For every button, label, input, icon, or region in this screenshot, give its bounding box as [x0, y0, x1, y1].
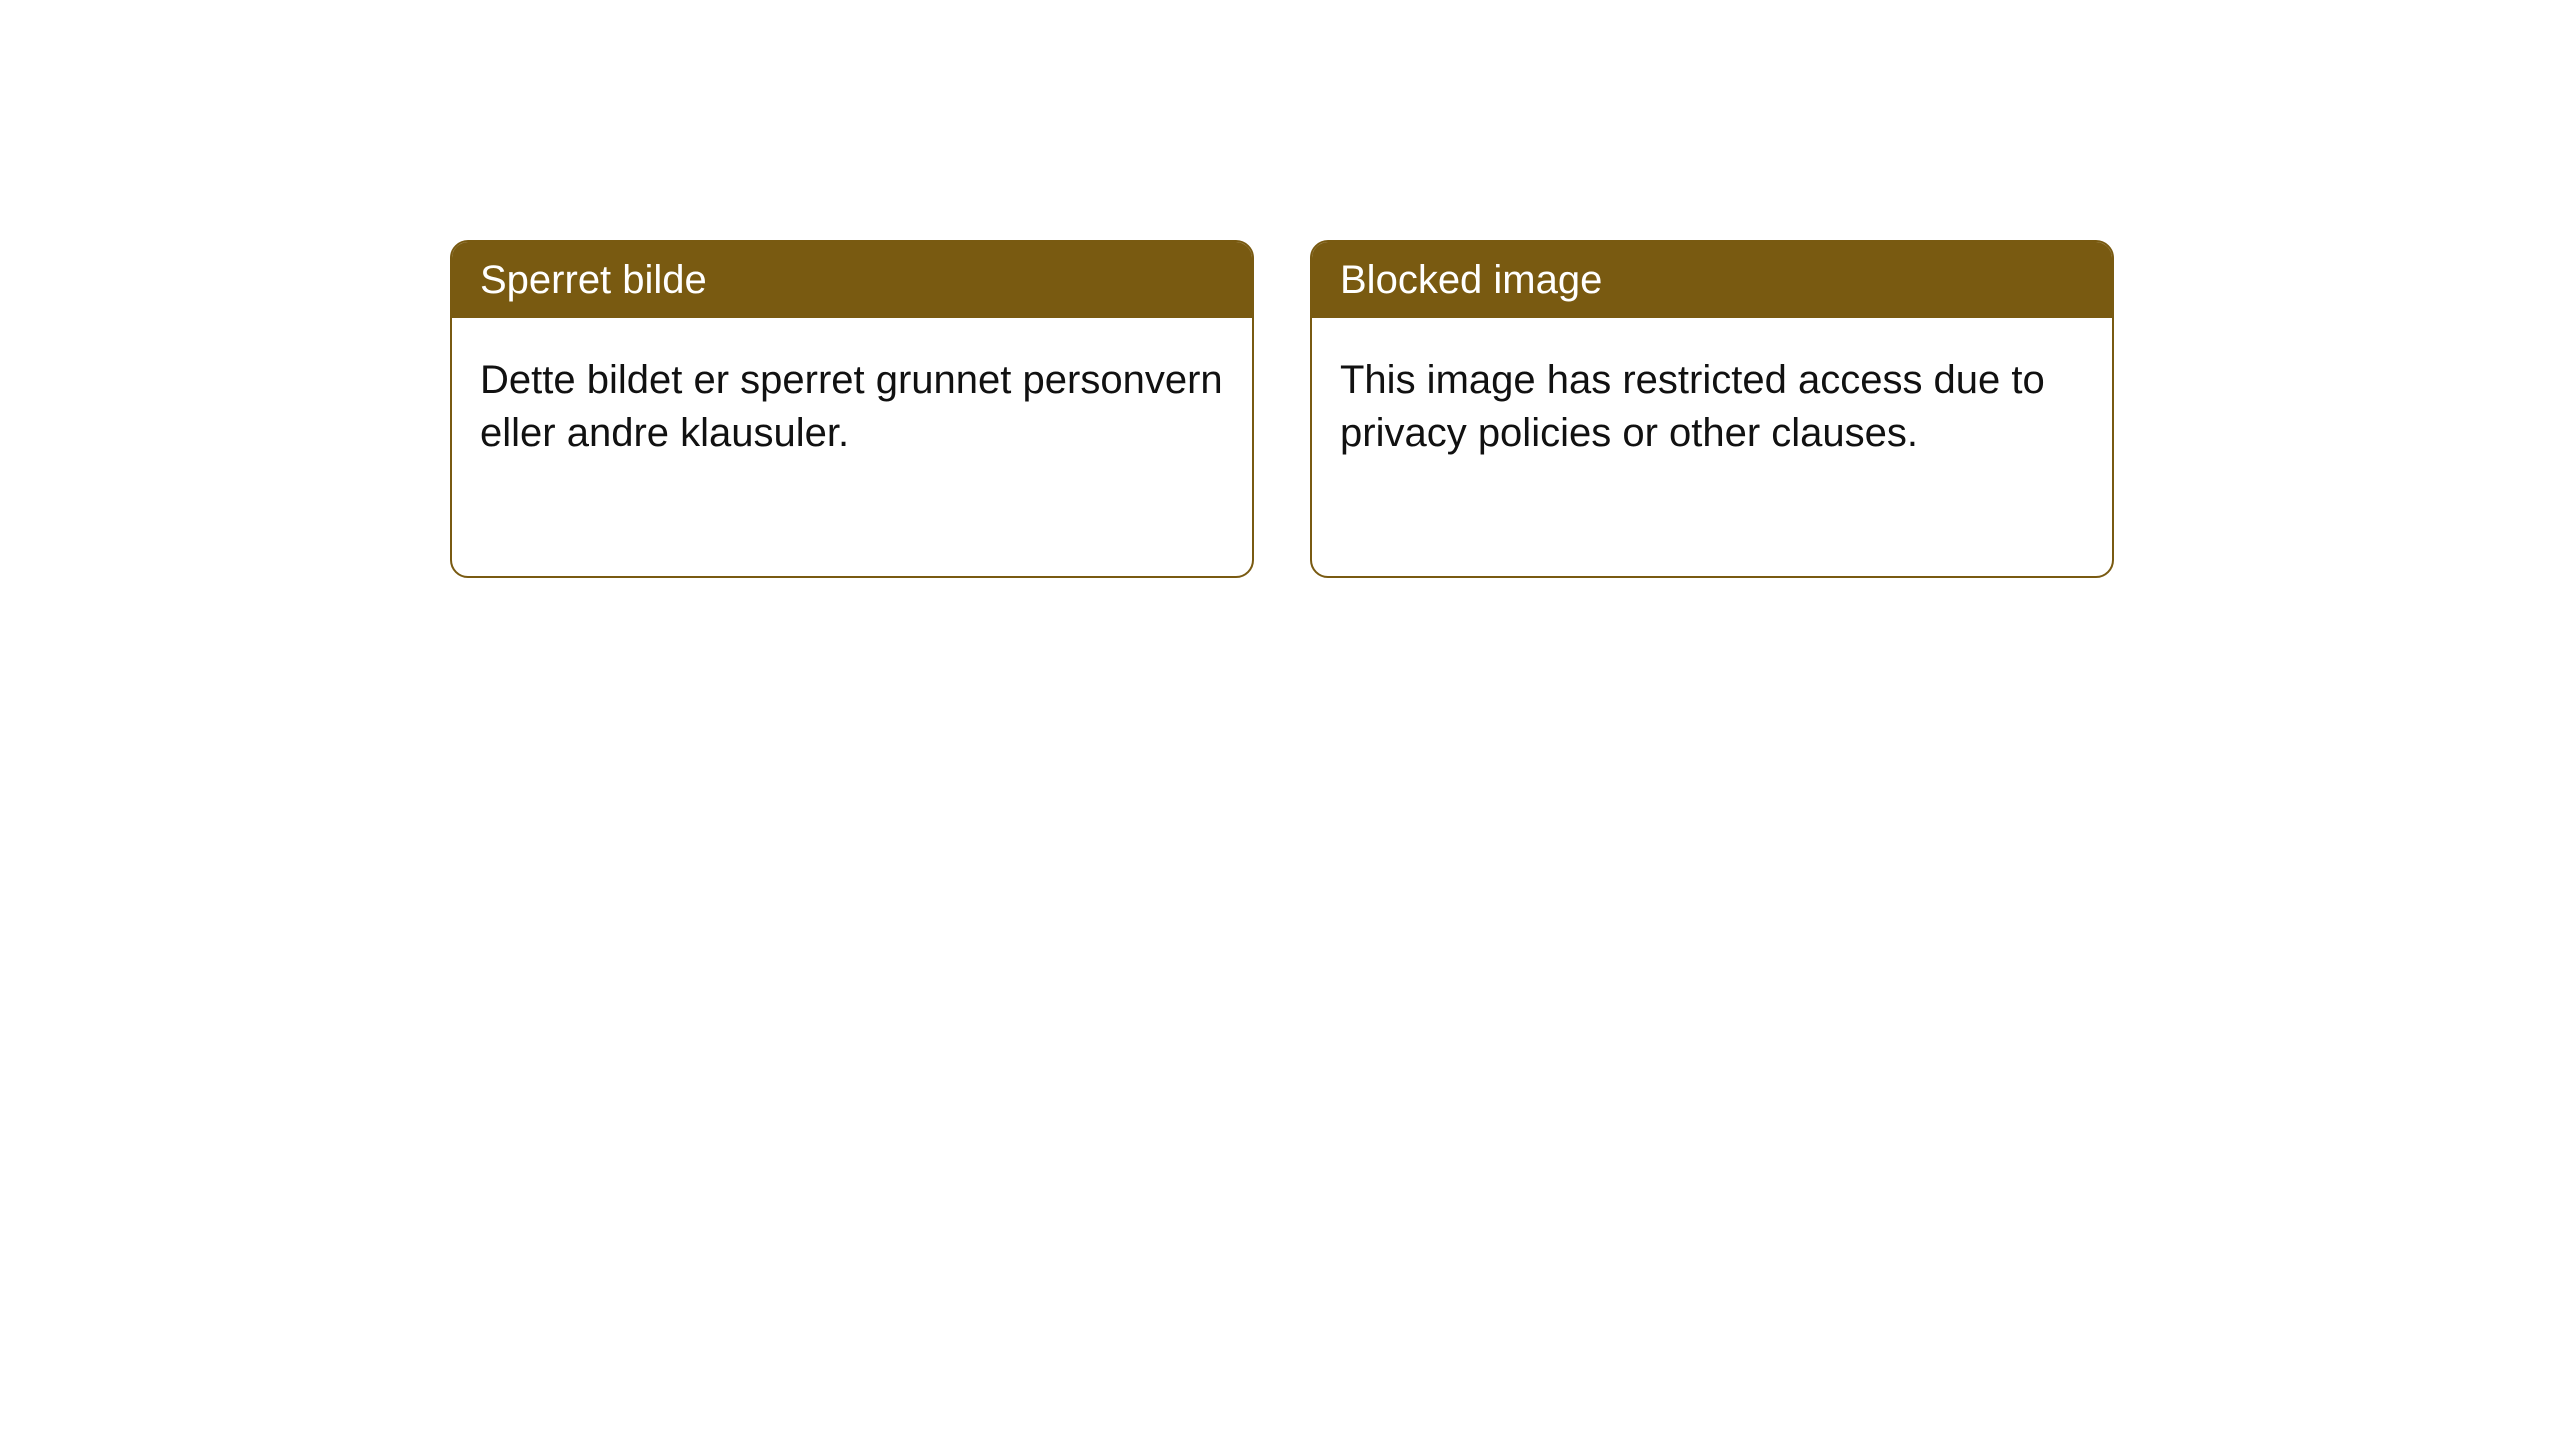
notice-header: Sperret bilde [452, 242, 1252, 318]
notice-body: This image has restricted access due to … [1312, 318, 2112, 496]
notice-container: Sperret bilde Dette bildet er sperret gr… [0, 0, 2560, 578]
notice-body: Dette bildet er sperret grunnet personve… [452, 318, 1252, 496]
notice-box-norwegian: Sperret bilde Dette bildet er sperret gr… [450, 240, 1254, 578]
notice-box-english: Blocked image This image has restricted … [1310, 240, 2114, 578]
notice-header: Blocked image [1312, 242, 2112, 318]
